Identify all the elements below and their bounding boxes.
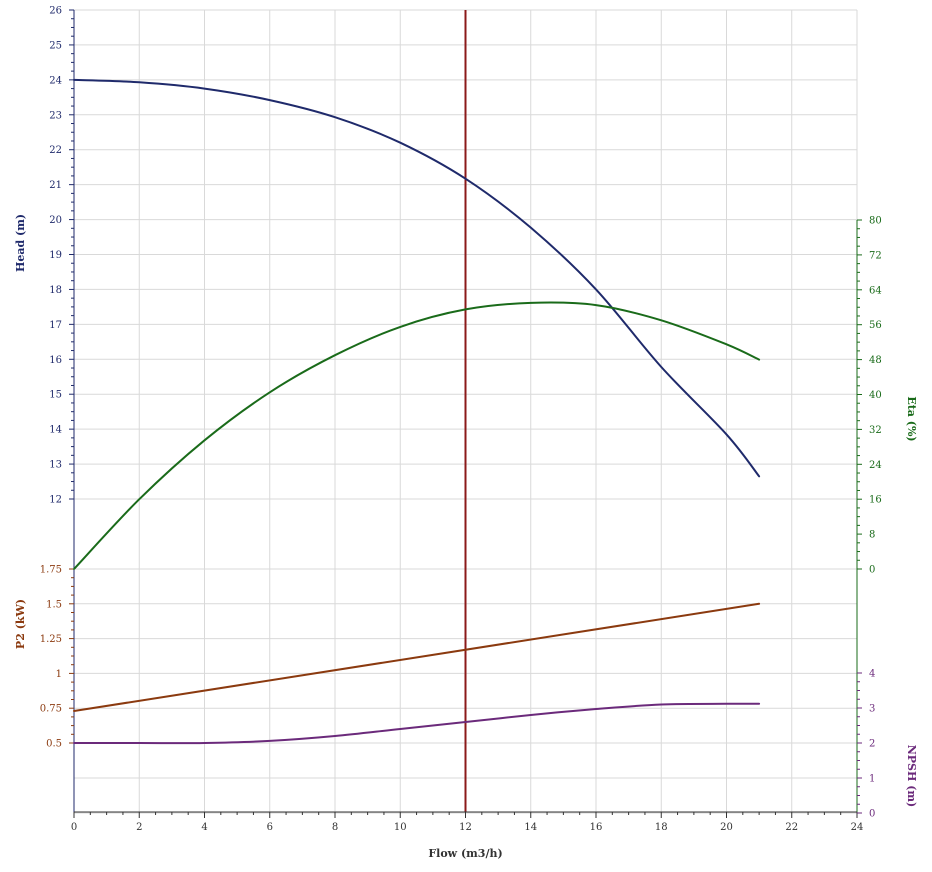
head-tick-label: 22 bbox=[49, 145, 62, 156]
x-tick-label: 20 bbox=[720, 822, 733, 833]
x-axis-title: Flow (m3/h) bbox=[428, 847, 502, 860]
npsh-tick-label: 2 bbox=[869, 739, 875, 750]
head-tick-label: 24 bbox=[49, 75, 62, 86]
head-tick-label: 19 bbox=[49, 250, 62, 261]
eta-tick-label: 80 bbox=[869, 216, 882, 227]
p2-curve bbox=[73, 602, 761, 712]
eta-tick-label: 48 bbox=[869, 355, 882, 366]
p2-tick-label: 0.5 bbox=[46, 739, 62, 750]
eta-tick-label: 8 bbox=[869, 530, 875, 541]
eta-tick-label: 64 bbox=[869, 285, 882, 296]
eta-tick-label: 24 bbox=[869, 460, 882, 471]
head-tick-label: 18 bbox=[49, 285, 62, 296]
p2-axis-title: P2 (kW) bbox=[14, 599, 27, 649]
p2-tick-label: 1.75 bbox=[40, 565, 62, 576]
eta-axis-title: Eta (%) bbox=[905, 396, 918, 441]
p2-tick-label: 1 bbox=[56, 669, 62, 680]
x-tick-label: 10 bbox=[394, 822, 407, 833]
x-tick-label: 6 bbox=[267, 822, 273, 833]
head-tick-label: 17 bbox=[49, 320, 62, 331]
head-tick-label: 23 bbox=[49, 110, 62, 121]
head-tick-label: 13 bbox=[49, 460, 62, 471]
x-tick-label: 8 bbox=[332, 822, 338, 833]
npsh-tick-label: 3 bbox=[869, 704, 875, 715]
head-tick-label: 20 bbox=[49, 215, 62, 226]
x-tick-label: 14 bbox=[524, 822, 537, 833]
p2-tick-label: 1.5 bbox=[46, 599, 62, 610]
labels: 0 2 4 6 8 10 12 14 16 18 20 22 241213141516171819202… bbox=[14, 6, 918, 861]
x-tick-label: 18 bbox=[655, 822, 668, 833]
head-tick-label: 12 bbox=[49, 495, 62, 506]
head-tick-label: 25 bbox=[49, 40, 62, 51]
eta-tick-label: 16 bbox=[869, 495, 882, 506]
eta-curve bbox=[73, 301, 761, 570]
npsh-tick-label: 1 bbox=[869, 774, 875, 785]
eta-tick-label: 72 bbox=[869, 250, 882, 261]
p2-tick-label: 1.25 bbox=[40, 634, 62, 645]
p2-tick-label: 0.75 bbox=[40, 704, 62, 715]
eta-tick-label: 40 bbox=[869, 390, 882, 401]
npsh-tick-label: 4 bbox=[869, 669, 875, 680]
head-tick-label: 21 bbox=[49, 180, 62, 191]
npsh-tick-label: 0 bbox=[869, 809, 875, 820]
x-tick-label: 16 bbox=[590, 822, 603, 833]
npsh-curve bbox=[73, 702, 761, 745]
head-axis-title: Head (m) bbox=[14, 214, 27, 272]
x-tick-label: 0 bbox=[71, 822, 77, 833]
x-tick-label: 24 bbox=[851, 822, 864, 833]
eta-tick-label: 56 bbox=[869, 320, 882, 331]
head-tick-label: 16 bbox=[49, 355, 62, 366]
head-tick-label: 15 bbox=[49, 390, 62, 401]
x-tick-label: 2 bbox=[136, 822, 142, 833]
series-layer bbox=[73, 78, 761, 745]
head-tick-label: 14 bbox=[49, 425, 62, 436]
eta-tick-label: 32 bbox=[869, 425, 882, 436]
x-tick-label: 12 bbox=[459, 822, 472, 833]
eta-tick-label: 0 bbox=[869, 565, 875, 576]
x-tick-label: 22 bbox=[785, 822, 798, 833]
head-tick-label: 26 bbox=[49, 6, 62, 17]
x-tick-label: 4 bbox=[201, 822, 207, 833]
head-curve bbox=[73, 78, 761, 478]
npsh-axis-title: NPSH (m) bbox=[905, 745, 918, 808]
axes bbox=[69, 9, 862, 818]
